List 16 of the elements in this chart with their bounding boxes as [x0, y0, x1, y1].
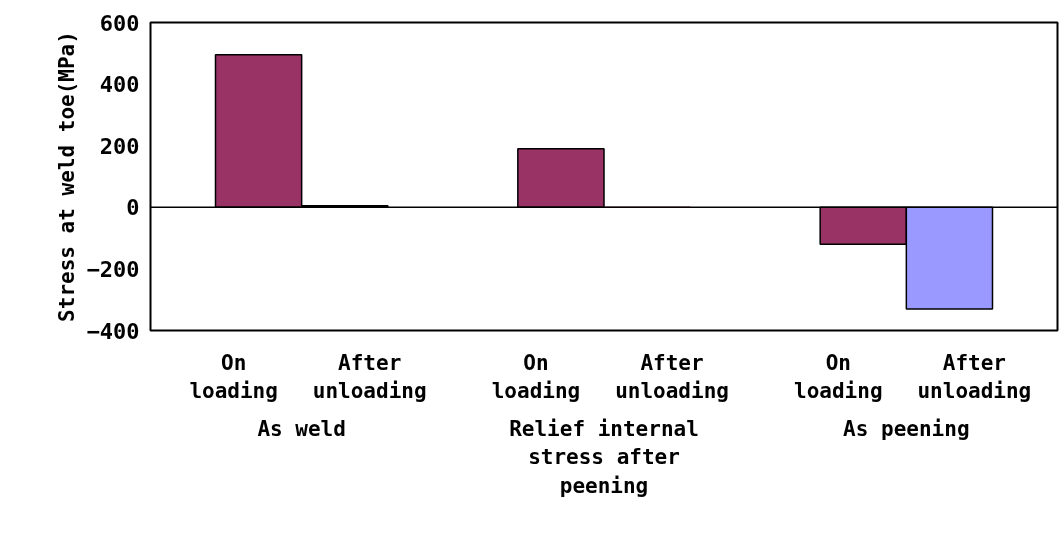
y-axis-title: Stress at weld toe(MPa): [54, 31, 79, 322]
text: As weld: [257, 416, 346, 441]
x-tick-label: After unloading: [312, 350, 427, 404]
text: Relief internal stress after peening: [509, 416, 699, 499]
y-tick-label: 400: [99, 72, 140, 98]
x-tick-label: After unloading: [917, 350, 1032, 404]
y-tick-label: 600: [99, 10, 140, 36]
y-tick-label: −200: [86, 256, 140, 282]
x-tick-label: On loading: [491, 350, 581, 404]
y-tick-label: −400: [86, 318, 140, 344]
x-tick-label: On loading: [794, 350, 883, 404]
text: As peening: [843, 416, 970, 441]
x-tick-label: On loading: [189, 350, 278, 404]
y-tick-label: 0: [126, 195, 140, 221]
x-tick-label: After unloading: [615, 350, 729, 404]
y-tick-label: 200: [99, 133, 140, 159]
